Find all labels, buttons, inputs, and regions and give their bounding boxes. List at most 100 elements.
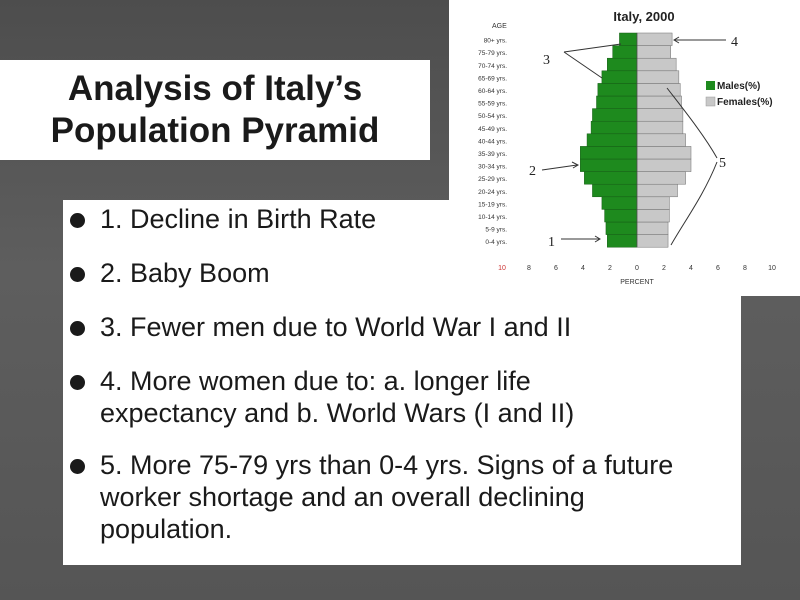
bullet-item: 5. More 75-79 yrs than 0-4 yrs. Signs of…	[70, 449, 700, 545]
bullet-list: 1. Decline in Birth Rate 2. Baby Boom 3.…	[70, 203, 735, 545]
bar-males	[601, 196, 638, 210]
bar-females	[636, 83, 681, 97]
y-tick-label: 55-59 yrs.	[478, 101, 507, 108]
bullet-dot-icon	[70, 213, 85, 228]
bar-males	[612, 45, 638, 59]
chart-x-axis-label: PERCENT	[620, 279, 654, 286]
annotation-1: 1	[548, 235, 555, 250]
y-tick-label: 65-69 yrs.	[478, 75, 507, 82]
slide-title-line-2: Population Pyramid	[50, 111, 380, 150]
bar-males	[586, 133, 638, 147]
y-tick-label: 25-29 yrs.	[478, 176, 507, 183]
y-tick-label: 75-79 yrs.	[478, 50, 507, 57]
title-background	[0, 60, 430, 160]
y-tick-label: 50-54 yrs.	[478, 113, 507, 120]
bar-males	[592, 108, 638, 122]
annotation-arrow-5-down	[670, 161, 718, 246]
chart-y-axis-label: AGE	[492, 23, 507, 30]
pyramid-svg: Italy, 2000 AGE PERCENT 0-4 yrs. 5-9 yrs.…	[478, 9, 776, 286]
slide-title-line-1: Analysis of Italy’s	[67, 69, 363, 108]
bullet-item: 4. More women due to: a. longer life exp…	[70, 365, 660, 429]
bar-females	[636, 120, 684, 135]
y-tick-label: 10-14 yrs.	[478, 214, 507, 221]
annotation-5: 5	[719, 156, 726, 171]
bar-females	[636, 158, 692, 172]
bullet-text: 1. Decline in Birth Rate	[100, 204, 377, 234]
y-tick-label: 20-24 yrs.	[478, 189, 507, 196]
y-tick-label: 5-9 yrs.	[485, 227, 507, 234]
bar-males	[619, 32, 638, 46]
bar-males	[597, 83, 638, 97]
bar-males	[580, 146, 638, 160]
bullet-text: 3. Fewer men due to World War I and II	[100, 312, 572, 342]
x-tick-label: 0	[635, 265, 639, 272]
bar-males	[601, 70, 638, 84]
annotation-4: 4	[731, 35, 738, 50]
x-tick-label: 10	[768, 265, 776, 272]
bullet-dot-icon	[70, 375, 85, 390]
annotation-arrowhead-4	[673, 36, 680, 44]
bullet-dot-icon	[70, 459, 85, 474]
bar-females	[636, 133, 686, 147]
bullet-text: 5. More 75-79 yrs than 0-4 yrs. Signs of…	[100, 450, 674, 544]
annotation-arrow-2	[541, 164, 578, 171]
bullet-item: 3. Fewer men due to World War I and II	[70, 311, 735, 343]
annotation-arrow-3	[563, 43, 622, 53]
bar-males	[605, 221, 638, 235]
bar-females	[636, 209, 670, 223]
annotation-2: 2	[529, 164, 536, 179]
bullet-dot-icon	[70, 267, 85, 282]
bar-females	[636, 108, 684, 122]
y-tick-label: 80+ yrs.	[484, 38, 507, 45]
x-tick-label: 2	[662, 265, 666, 272]
legend-label-females: Females(%)	[717, 97, 773, 108]
bar-females	[636, 32, 673, 46]
annotation-arrowhead-2	[571, 161, 580, 169]
bullet-item: 1. Decline in Birth Rate	[70, 203, 735, 235]
bar-males	[584, 171, 638, 185]
bar-females	[636, 234, 669, 248]
y-tick-label: 45-49 yrs.	[478, 126, 507, 133]
bar-males	[596, 95, 638, 109]
y-tick-label: 0-4 yrs.	[485, 239, 507, 246]
bar-males	[580, 158, 638, 172]
bar-males	[590, 120, 638, 135]
x-tick-label: 8	[743, 265, 747, 272]
legend-label-males: Males(%)	[717, 81, 760, 92]
bar-males	[607, 57, 638, 72]
slide-title: Analysis of Italy’s Population Pyramid	[0, 68, 430, 152]
y-tick-label: 40-44 yrs.	[478, 138, 507, 145]
bar-females	[636, 70, 680, 84]
bar-females	[636, 57, 677, 72]
bar-females	[636, 171, 686, 185]
x-tick-label: 4	[581, 265, 585, 272]
x-tick-label: 10	[498, 265, 506, 272]
y-tick-label: 15-19 yrs.	[478, 201, 507, 208]
y-tick-label: 30-34 yrs.	[478, 164, 507, 171]
annotation-3: 3	[543, 53, 550, 68]
y-tick-label: 70-74 yrs.	[478, 63, 507, 70]
x-tick-label: 4	[689, 265, 693, 272]
annotation-arrow-3b	[563, 51, 603, 79]
bar-females	[636, 45, 671, 59]
bar-males	[604, 209, 638, 223]
bullet-text: 4. More women due to: a. longer life exp…	[100, 366, 575, 428]
x-tick-label: 6	[554, 265, 558, 272]
chart-title: Italy, 2000	[613, 9, 674, 24]
legend-swatch-females	[705, 96, 716, 107]
bar-males	[592, 183, 638, 198]
annotation-arrow-5-up	[666, 87, 718, 159]
population-pyramid-chart: Italy, 2000 AGE PERCENT 0-4 yrs. 5-9 yrs.…	[449, 0, 800, 296]
bar-females	[636, 183, 678, 198]
y-tick-label: 35-39 yrs.	[478, 151, 507, 158]
bar-females	[636, 146, 692, 160]
x-tick-label: 8	[527, 265, 531, 272]
bar-females	[636, 196, 670, 210]
x-tick-label: 6	[716, 265, 720, 272]
legend-swatch-males	[706, 81, 715, 90]
bullet-text: 2. Baby Boom	[100, 258, 270, 288]
bar-females	[636, 221, 669, 235]
bullet-dot-icon	[70, 321, 85, 336]
x-tick-label: 2	[608, 265, 612, 272]
annotation-arrowhead-1	[594, 235, 601, 243]
